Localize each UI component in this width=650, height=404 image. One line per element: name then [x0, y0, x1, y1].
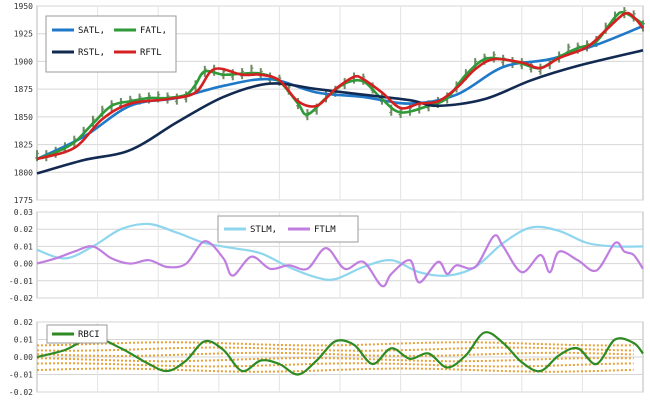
- chart-panel-1: 1775 1800 1825 1850 1875 1900 1925 1950 SATL, FAT…: [14, 2, 645, 205]
- y-tick-label: -0.01: [9, 277, 33, 286]
- legend-box: [45, 15, 177, 73]
- y-tick-label: 1900: [14, 57, 33, 66]
- series-line-1: [36, 331, 644, 376]
- y-tick-label: 0.00: [14, 353, 33, 362]
- legend-label: SATL,: [78, 26, 105, 36]
- legend-label: FATL,: [140, 26, 167, 36]
- y-tick-label: 0.01: [14, 242, 33, 251]
- legend: SATL, FATL, RSTL, RFTL: [45, 15, 177, 73]
- legend: STLM, FTLM: [217, 215, 359, 243]
- y-tick-label: 0.02: [14, 225, 33, 234]
- y-tick-label: 0.00: [14, 260, 33, 269]
- legend-label: FTLM: [314, 225, 336, 235]
- legend-label: STLM,: [250, 225, 277, 235]
- series-line-3: [36, 49, 644, 175]
- series-line-2: [36, 234, 644, 288]
- y-tick-label: -0.01: [9, 371, 33, 380]
- series-line-4: [36, 11, 645, 161]
- y-tick-label: 0.03: [14, 208, 33, 217]
- chart-panel-2: -0.02 -0.01 0.00 0.01 0.02 0.03 STLM, FTLM: [9, 208, 644, 303]
- series-line-1: [36, 222, 644, 281]
- series-line-1: [36, 24, 644, 161]
- legend: RBCI: [46, 324, 108, 344]
- y-tick-label: 1825: [14, 141, 33, 150]
- legend-label: RFTL: [140, 48, 162, 58]
- y-tick-label: -0.02: [9, 294, 33, 303]
- y-tick-label: 1800: [14, 168, 33, 177]
- y-tick-label: 1775: [14, 196, 33, 205]
- legend-label: RBCI: [78, 330, 100, 340]
- y-tick-label: 1925: [14, 30, 33, 39]
- chart-panel-3: -0.02 -0.01 0.00 0.01 0.02 RBCI: [9, 318, 644, 397]
- legend-label: RSTL,: [78, 48, 105, 58]
- y-tick-label: 1850: [14, 113, 33, 122]
- legend-box: [46, 324, 108, 344]
- y-tick-label: 0.01: [14, 336, 33, 345]
- y-tick-label: 0.02: [14, 318, 33, 327]
- y-tick-label: 1950: [14, 2, 33, 11]
- y-tick-label: -0.02: [9, 388, 33, 397]
- y-tick-label: 1875: [14, 85, 33, 94]
